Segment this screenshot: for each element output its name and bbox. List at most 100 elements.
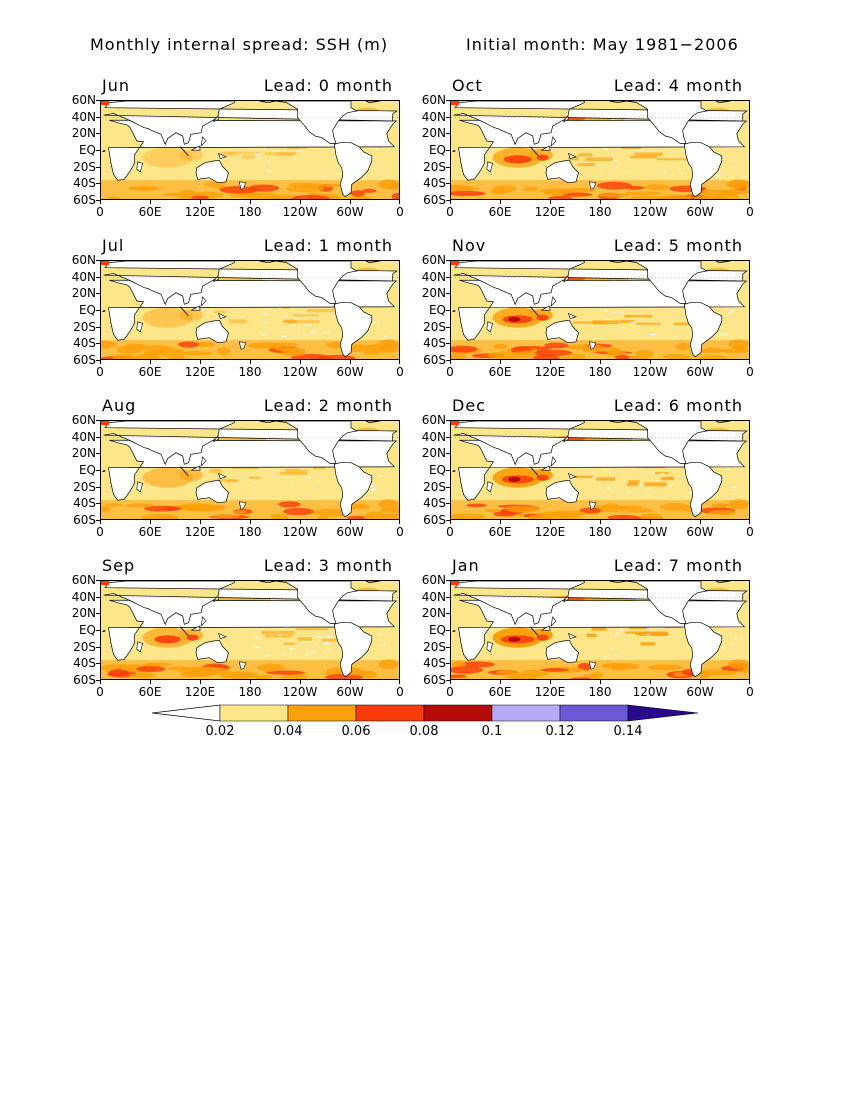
- landmass-7: [365, 581, 381, 584]
- island-0: [213, 435, 219, 443]
- header-left: Monthly internal spread: SSH (m): [90, 35, 389, 54]
- spread-patch: [601, 663, 629, 669]
- lon-tick: [600, 520, 601, 524]
- lon-tick: [150, 680, 151, 684]
- low-spread-speck: [291, 325, 296, 327]
- low-spread-speck: [254, 494, 257, 496]
- lon-tick: [200, 680, 201, 684]
- lon-tick: [749, 520, 750, 524]
- spread-patch: [247, 342, 283, 349]
- lon-tick: [550, 200, 551, 204]
- spread-patch: [179, 190, 196, 195]
- low-spread-speck: [326, 636, 332, 638]
- low-spread-speck: [289, 648, 294, 650]
- lat-label: EQ: [78, 303, 96, 317]
- lat-label: 20S: [73, 319, 96, 334]
- lon-label: 0: [96, 525, 104, 539]
- lat-label: 40N: [421, 109, 446, 124]
- lon-label: 0: [746, 205, 754, 219]
- lat-tick: [96, 276, 100, 278]
- landmass-8: [452, 469, 456, 473]
- landmass-3: [529, 146, 539, 157]
- equatorial-band: [279, 472, 308, 475]
- indian-ocean-patch: [142, 147, 193, 168]
- spread-patch: [143, 662, 173, 666]
- low-spread-speck: [266, 170, 271, 172]
- lon-tick: [700, 200, 701, 204]
- low-spread-speck: [261, 334, 266, 336]
- lon-tick: [600, 200, 601, 204]
- lat-label: 40S: [423, 336, 446, 351]
- spread-patch: [484, 508, 502, 513]
- south-atlantic-patch: [378, 499, 399, 510]
- equatorial-band: [283, 642, 295, 645]
- equatorial-band: [626, 483, 639, 486]
- map-graphic: [101, 101, 399, 199]
- lat-tick: [446, 503, 450, 505]
- lat-tick: [96, 326, 100, 328]
- spread-patch: [566, 344, 604, 350]
- low-spread-speck: [730, 487, 737, 489]
- equatorial-band: [572, 321, 606, 324]
- lon-label: 120E: [534, 365, 566, 379]
- landmass-4: [190, 465, 201, 471]
- spread-patch: [626, 508, 654, 513]
- landmass-7: [365, 421, 381, 424]
- low-spread-speck: [682, 148, 687, 150]
- lat-tick: [446, 470, 450, 471]
- map-graphic: [451, 261, 749, 359]
- equatorial-band: [276, 152, 294, 157]
- lon-label: 120W: [282, 205, 318, 219]
- spread-patch: [104, 503, 124, 507]
- lon-label: 120E: [534, 525, 566, 539]
- spread-patch: [533, 354, 559, 359]
- island-4: [550, 136, 557, 147]
- lon-label: 120W: [282, 525, 318, 539]
- colorbar-label: 0.08: [409, 724, 439, 739]
- lat-tick: [446, 680, 450, 681]
- low-spread-speck: [311, 330, 316, 332]
- equatorial-band: [226, 479, 239, 483]
- lon-tick: [749, 200, 750, 204]
- lon-label: 0: [396, 685, 404, 699]
- colorbar-label: 0.02: [205, 724, 235, 739]
- spread-patch: [692, 195, 727, 199]
- indian-ocean-max: [508, 636, 521, 642]
- lon-tick: [350, 200, 351, 204]
- equatorial-band: [284, 468, 308, 473]
- equatorial-band: [640, 642, 656, 646]
- low-spread-speck: [257, 157, 262, 159]
- low-spread-speck: [725, 468, 730, 470]
- map-graphic: [101, 581, 399, 679]
- panel-month-title: Nov: [452, 236, 487, 255]
- equatorial-band: [634, 632, 669, 637]
- low-spread-speck: [314, 480, 321, 482]
- lat-tick: [446, 486, 450, 488]
- lat-tick: [96, 100, 100, 101]
- spread-patch: [129, 673, 157, 678]
- spread-patch: [112, 354, 140, 359]
- low-spread-speck: [276, 307, 283, 309]
- equatorial-band: [624, 314, 653, 318]
- spread-patch: [349, 195, 372, 199]
- island-3: [217, 152, 227, 159]
- low-spread-speck: [620, 312, 624, 314]
- low-spread-speck: [368, 485, 375, 487]
- lat-tick: [446, 326, 450, 328]
- spread-patch: [314, 183, 345, 188]
- lat-label: 20S: [73, 479, 96, 494]
- map-field: [100, 580, 400, 680]
- spread-patch: [285, 185, 325, 193]
- lat-tick: [96, 293, 100, 295]
- lat-label: 40S: [423, 176, 446, 191]
- spread-patch: [698, 354, 727, 359]
- spread-patch: [364, 350, 380, 355]
- spread-patch: [451, 190, 486, 197]
- lon-tick: [399, 520, 400, 524]
- lon-label: 0: [396, 525, 404, 539]
- landmass-2: [545, 319, 579, 344]
- landmass-7: [365, 261, 381, 264]
- lat-tick: [96, 420, 100, 421]
- maritime-core: [536, 154, 549, 161]
- lat-tick: [446, 133, 450, 135]
